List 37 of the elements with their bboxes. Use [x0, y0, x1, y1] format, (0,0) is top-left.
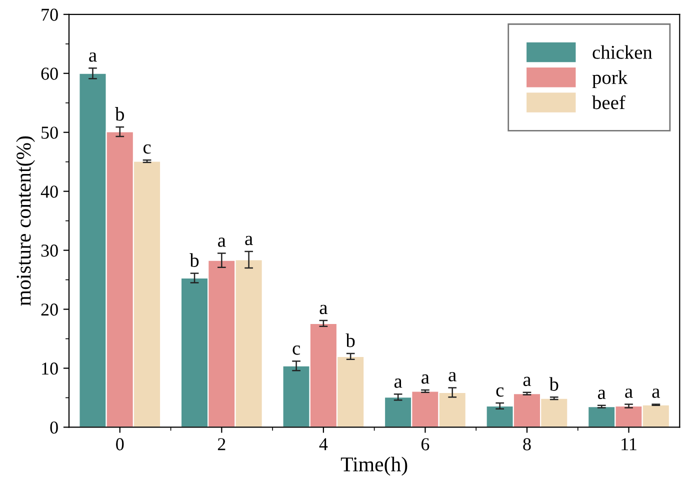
- data-label: a: [394, 378, 402, 388]
- data-label: c: [143, 144, 151, 154]
- x-tick-label: 6: [421, 438, 430, 450]
- data-label: c: [496, 387, 504, 397]
- data-label: a: [523, 376, 532, 386]
- data-label: b: [549, 377, 558, 391]
- x-tick-label: 11: [622, 438, 636, 450]
- data-label: b: [346, 333, 355, 348]
- y-tick-label: 70: [42, 8, 58, 21]
- data-label: c: [292, 345, 300, 355]
- data-label: a: [422, 374, 430, 384]
- data-label: a: [320, 304, 328, 314]
- y-tick-label: 40: [40, 186, 58, 198]
- legend-label: chicken: [592, 45, 652, 59]
- x-tick-label: 2: [218, 438, 226, 450]
- y-tick-label: 30: [41, 244, 58, 257]
- x-tick-label: 8: [523, 438, 531, 450]
- data-label: a: [218, 238, 226, 247]
- data-label: a: [652, 388, 660, 398]
- data-label: a: [245, 236, 253, 246]
- data-label: a: [598, 390, 606, 400]
- legend-label: beef: [592, 95, 626, 110]
- x-tick-label: 4: [319, 438, 328, 450]
- y-tick-label: 10: [42, 362, 58, 375]
- data-label: a: [448, 372, 456, 382]
- data-label: a: [625, 388, 633, 398]
- y-axis-title: moisture content(%): [16, 136, 35, 306]
- legend-label: pork: [592, 70, 628, 88]
- y-tick-label: 0: [50, 421, 58, 434]
- data-label: b: [190, 253, 199, 267]
- data-label: a: [89, 52, 97, 62]
- data-label: b: [115, 107, 124, 121]
- x-tick-label: 0: [116, 438, 124, 450]
- y-tick-label: 20: [41, 304, 58, 316]
- y-tick-label: 50: [42, 126, 58, 139]
- x-axis-title: Time(h): [340, 456, 408, 476]
- y-tick-label: 60: [41, 68, 58, 80]
